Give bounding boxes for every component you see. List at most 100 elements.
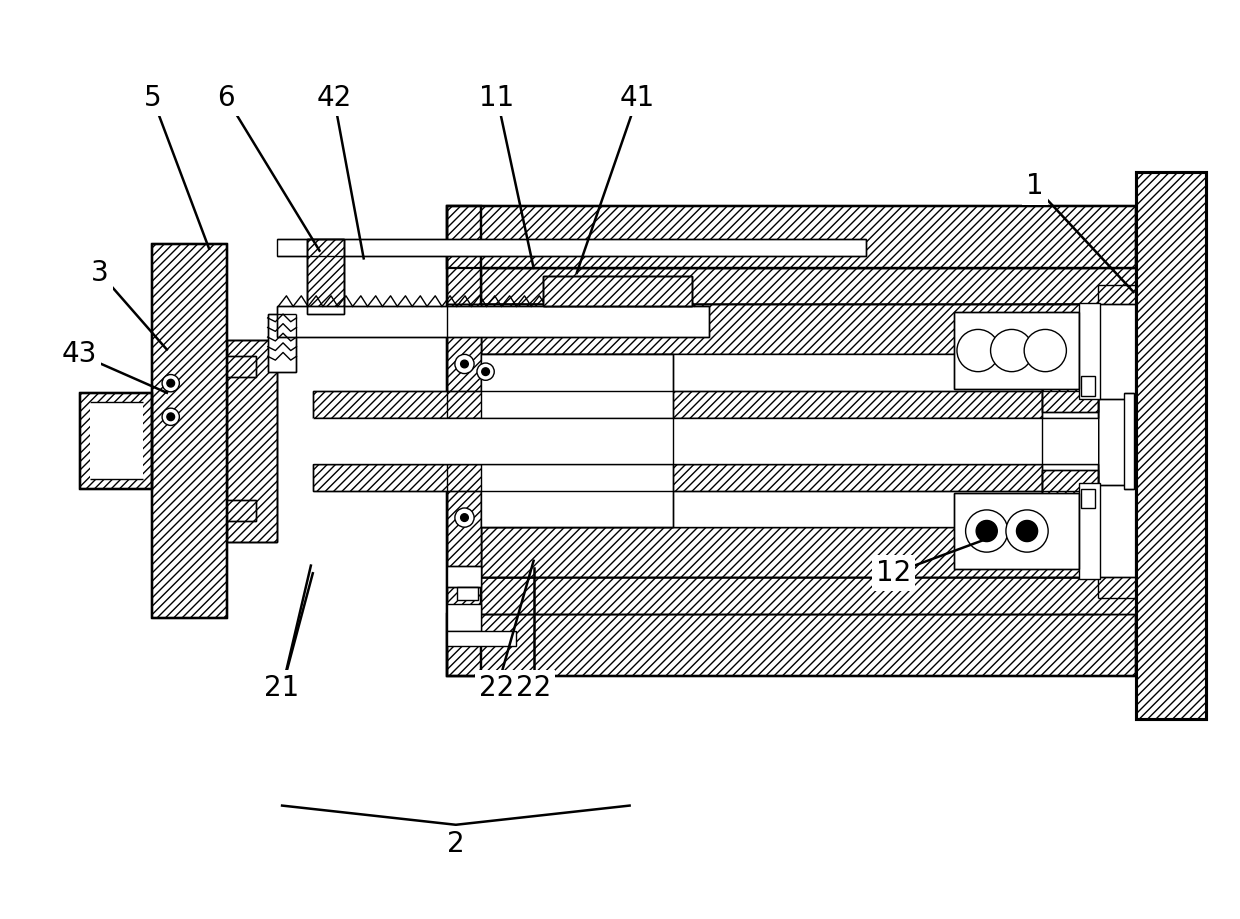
Bar [481,491,1099,529]
Bar [448,206,481,676]
Bar [312,418,1099,464]
Bar [448,614,1137,676]
Bar [448,604,481,630]
Bar [481,304,1099,353]
Bar [448,630,516,646]
Bar [481,304,538,577]
Bar [1043,355,1099,412]
Bar [1040,304,1099,577]
Bar [448,304,481,577]
Circle shape [477,363,495,380]
Bar [481,353,1099,391]
Text: 22: 22 [516,675,552,702]
Circle shape [460,514,469,521]
Bar [448,304,481,577]
Bar [91,403,143,479]
Bar [1043,355,1099,412]
Bar [278,239,866,256]
Bar [481,304,1099,577]
Bar [1099,285,1137,399]
Bar [308,239,343,314]
Bar [1137,172,1205,720]
Bar [481,577,1137,614]
Text: 41: 41 [620,84,655,112]
Bar [312,464,1099,491]
Text: 2: 2 [448,830,465,858]
Circle shape [167,380,175,387]
Bar [81,392,153,489]
Bar [456,586,477,600]
Bar [227,340,278,541]
Bar [1081,377,1095,396]
Bar [448,206,1137,268]
Bar [481,355,1099,528]
Bar [227,500,257,521]
Bar [1137,172,1205,720]
Circle shape [167,413,175,421]
Bar [227,500,257,521]
Text: 21: 21 [264,675,300,702]
Text: 12: 12 [875,560,911,587]
Text: 22: 22 [480,675,515,702]
Bar [268,314,296,371]
Bar [481,577,1137,614]
Bar [1099,485,1137,598]
Bar [227,340,278,541]
Bar [153,244,227,618]
Text: 43: 43 [62,340,97,369]
Bar [1043,470,1099,528]
Bar [1123,392,1133,489]
Bar [1081,489,1095,508]
Bar [81,392,153,489]
Circle shape [455,355,474,374]
Bar [448,206,1137,268]
Bar [312,464,1099,491]
Circle shape [1024,329,1066,371]
Circle shape [966,510,1008,552]
Text: 6: 6 [217,84,236,112]
Bar [481,528,1099,577]
Bar [481,304,538,577]
Bar [1040,304,1099,577]
Bar [954,312,1079,389]
Bar [543,276,692,306]
Bar [448,206,481,676]
Bar [448,565,481,586]
Text: 5: 5 [144,84,161,112]
Bar [1079,302,1100,399]
Text: 1: 1 [1025,173,1044,200]
Text: 42: 42 [316,84,352,112]
Circle shape [1006,510,1048,552]
Bar [954,493,1079,570]
Circle shape [460,360,469,368]
Text: 11: 11 [480,84,515,112]
Bar [481,355,673,528]
Bar [481,304,1099,577]
Circle shape [991,329,1033,371]
Bar [312,391,1099,418]
Bar [481,304,1099,355]
Bar [481,529,1099,577]
Bar [481,528,1099,577]
Bar [278,306,709,337]
Circle shape [455,508,474,528]
Bar [1043,470,1099,528]
Bar [543,276,692,306]
Bar [481,491,1099,529]
Bar [481,268,1137,304]
Text: 3: 3 [91,259,109,287]
Text: 21: 21 [264,675,300,702]
Bar [481,268,1137,304]
Bar [308,239,343,314]
Circle shape [976,520,997,541]
Bar [481,304,1099,355]
Circle shape [482,368,490,376]
Bar [448,614,1137,676]
Bar [481,529,1099,577]
Bar [312,391,1099,418]
Bar [481,304,1099,353]
Bar [227,357,257,378]
Circle shape [957,329,999,371]
Circle shape [1017,520,1038,541]
Bar [481,353,1099,391]
